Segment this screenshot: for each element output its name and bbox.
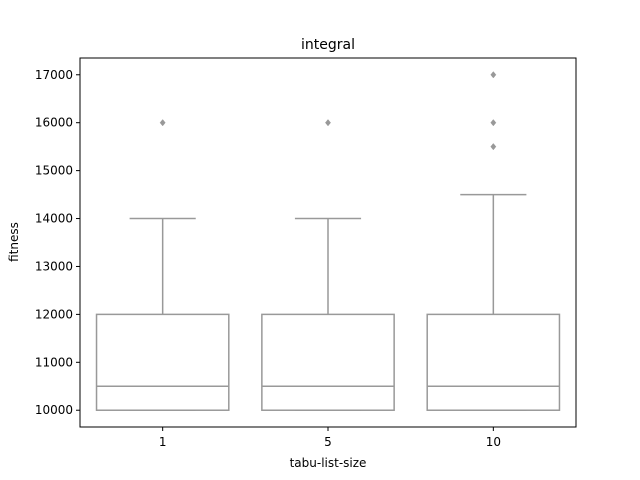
x-tick-label: 10 bbox=[486, 435, 501, 449]
y-axis-label: fitness bbox=[7, 222, 21, 262]
plot-area: 10000 11000 12000 13000 14000 15000 16000 17000… bbox=[35, 57, 577, 449]
outlier-point bbox=[490, 71, 497, 79]
x-tick-label: 1 bbox=[159, 435, 167, 449]
box-iqr bbox=[426, 313, 561, 411]
y-tick-label: 11000 bbox=[35, 355, 73, 369]
outlier-point bbox=[325, 119, 331, 127]
axes-frame bbox=[79, 57, 577, 428]
x-axis-label: tabu-list-size bbox=[290, 456, 367, 470]
box-iqr bbox=[95, 313, 230, 411]
y-tick-label: 14000 bbox=[35, 212, 73, 226]
outlier-point bbox=[490, 119, 497, 127]
y-tick-label: 15000 bbox=[35, 164, 73, 178]
y-tick-label: 10000 bbox=[35, 403, 73, 417]
chart-title: integral bbox=[301, 37, 355, 53]
outlier-point bbox=[490, 143, 497, 151]
y-tick-label: 16000 bbox=[35, 116, 73, 130]
box-iqr bbox=[261, 313, 395, 411]
y-tick-label: 12000 bbox=[35, 307, 73, 321]
y-tick-label: 17000 bbox=[35, 68, 73, 82]
outlier-point bbox=[159, 119, 166, 127]
y-tick-label: 13000 bbox=[35, 259, 73, 273]
x-tick-label: 5 bbox=[324, 435, 332, 449]
